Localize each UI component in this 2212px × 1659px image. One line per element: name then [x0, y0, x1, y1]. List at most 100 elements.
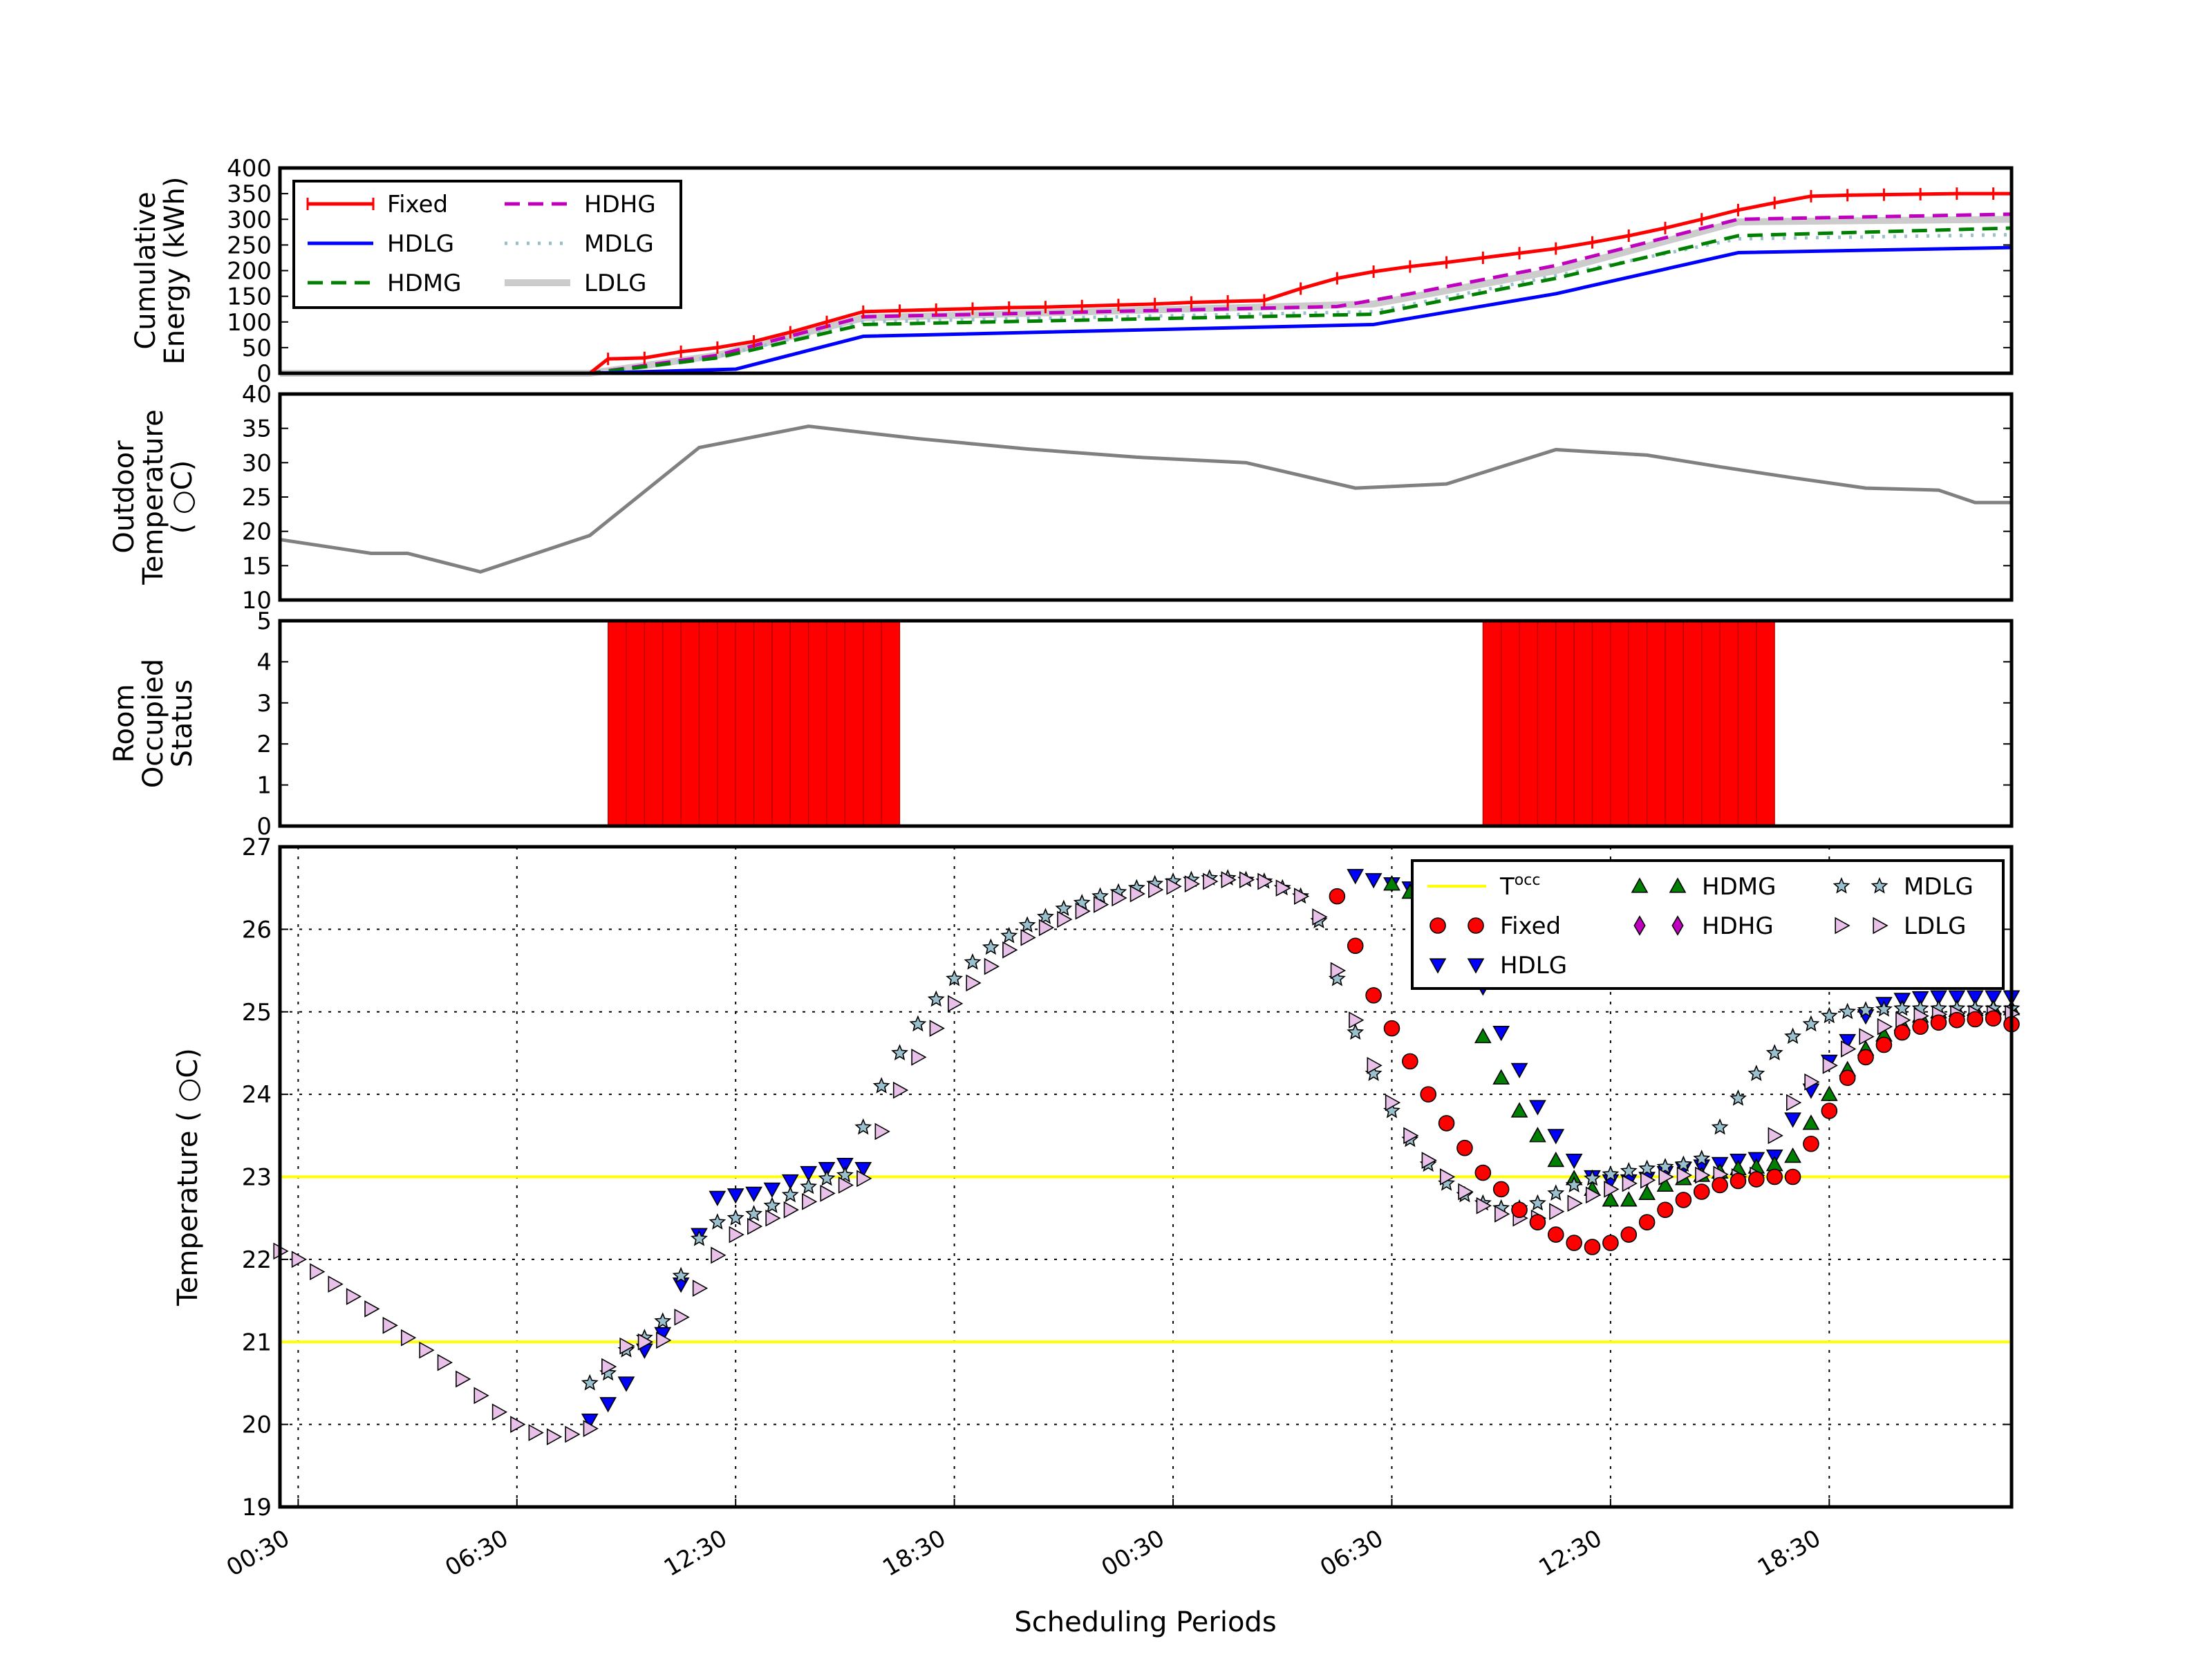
indoor-point-ldlg	[1148, 881, 1164, 899]
indoor-point-ldlg	[1785, 1094, 1802, 1112]
y-tick-label: 200	[227, 258, 272, 285]
indoor-point-mdlg	[581, 1374, 599, 1391]
indoor-point-fixed	[1930, 1014, 1947, 1031]
legend-marker	[1429, 958, 1447, 974]
indoor-point-ldlg	[1294, 888, 1310, 905]
indoor-point-hdlg	[1966, 990, 1984, 1006]
indoor-point-ldlg	[1257, 872, 1273, 890]
indoor-point-ldlg	[528, 1424, 544, 1441]
indoor-point-ldlg	[747, 1217, 763, 1235]
indoor-point-mdlg	[1547, 1184, 1565, 1201]
indoor-point-hdmg	[1802, 1114, 1820, 1130]
indoor-point-hdlg	[1948, 990, 1966, 1006]
indoor-point-ldlg	[692, 1280, 709, 1297]
occupied-bar	[1591, 620, 1611, 827]
indoor-point-mdlg	[1000, 926, 1018, 944]
indoor-point-mdlg	[982, 938, 1000, 955]
indoor-point-ldlg	[1184, 875, 1201, 893]
occupied-bar	[808, 620, 827, 827]
indoor-point-hdlg	[1784, 1112, 1801, 1128]
legend-marker	[1871, 877, 1888, 894]
y-axis-label: Energy (kWh)	[159, 176, 191, 364]
occupied-bar	[1701, 620, 1721, 827]
indoor-point-hdlg	[1985, 990, 2002, 1006]
occupied-bar	[1665, 620, 1684, 827]
y-tick-label: 1	[256, 772, 272, 800]
indoor-point-fixed	[1347, 937, 1364, 955]
indoor-point-ldlg	[802, 1192, 818, 1210]
legend-marker	[1833, 877, 1850, 894]
indoor-point-mdlg	[1693, 1150, 1711, 1166]
legend-label-fixed: Fixed	[387, 191, 448, 218]
indoor-point-fixed	[1584, 1239, 1601, 1255]
y-tick-label: 100	[227, 309, 272, 337]
occupied-bar	[1519, 620, 1539, 827]
legend-label-fixed: Fixed	[1500, 912, 1561, 940]
y-tick-label: 50	[242, 335, 272, 362]
indoor-point-ldlg	[1093, 896, 1109, 913]
indoor-point-ldlg	[1367, 1056, 1382, 1074]
indoor-point-fixed	[1529, 1214, 1546, 1230]
indoor-point-mdlg	[745, 1205, 763, 1221]
indoor-point-ldlg	[1622, 1174, 1638, 1192]
occupied-bar	[626, 620, 645, 827]
x-tick-label: 06:30	[1315, 1524, 1388, 1582]
y-tick-label: 19	[242, 1494, 272, 1521]
indoor-point-hdmg	[1765, 1155, 1783, 1172]
indoor-point-fixed	[1985, 1010, 2002, 1027]
y-tick-label: 150	[227, 283, 272, 311]
indoor-point-hdmg	[1510, 1102, 1528, 1118]
indoor-point-ldlg	[948, 995, 964, 1013]
indoor-point-ldlg	[400, 1329, 417, 1347]
indoor-point-ldlg	[1203, 872, 1219, 890]
indoor-point-fixed	[1766, 1168, 1783, 1185]
y-tick-label: 20	[242, 518, 272, 546]
y-axis-label: Occupied	[138, 659, 169, 788]
x-tick-label: 00:30	[222, 1524, 294, 1582]
indoor-point-ldlg	[1349, 1011, 1365, 1029]
legend-marker	[1835, 917, 1850, 935]
indoor-point-hdlg	[709, 1190, 727, 1206]
indoor-point-ldlg	[1403, 1127, 1419, 1145]
occupied-bar	[1719, 620, 1739, 827]
indoor-point-ldlg	[565, 1425, 581, 1443]
indoor-point-hdlg	[1839, 1033, 1857, 1050]
legend-label-mdlg: MDLG	[584, 230, 654, 258]
indoor-point-mdlg	[1565, 1176, 1583, 1193]
indoor-point-hdmg	[1529, 1127, 1546, 1143]
indoor-point-mdlg	[1839, 1002, 1857, 1020]
occupied-bar	[844, 620, 864, 827]
y-axis-label: Temperature	[138, 409, 169, 585]
indoor-point-hdmg	[1492, 1069, 1510, 1085]
indoor-point-ldlg	[546, 1428, 563, 1445]
legend-label-hdlg: HDLG	[387, 230, 454, 258]
indoor-point-fixed	[1784, 1168, 1801, 1185]
legend-label-superscript: occ	[1515, 872, 1541, 889]
indoor-point-hdmg	[1820, 1085, 1838, 1101]
occupied-bar	[1628, 620, 1648, 827]
indoor-point-fixed	[1365, 987, 1382, 1004]
indoor-point-ldlg	[1604, 1181, 1620, 1198]
x-tick-label: 06:30	[440, 1524, 513, 1582]
occupied-bar	[735, 620, 755, 827]
indoor-point-mdlg	[818, 1169, 836, 1186]
indoor-point-mdlg	[1656, 1158, 1674, 1174]
indoor-point-ldlg	[1421, 1152, 1437, 1169]
occupied-bar	[698, 620, 718, 827]
indoor-point-mdlg	[836, 1166, 854, 1183]
indoor-point-mdlg	[1674, 1155, 1692, 1172]
legend-marker	[1430, 917, 1446, 934]
indoor-point-mdlg	[709, 1213, 727, 1230]
indoor-point-ldlg	[1640, 1171, 1656, 1189]
indoor-point-ldlg	[892, 1081, 909, 1099]
legend-marker	[1873, 917, 1888, 935]
plot-frame	[278, 166, 2014, 375]
indoor-point-hdlg	[854, 1161, 872, 1178]
indoor-point-mdlg	[1584, 1169, 1601, 1186]
y-tick-label: 23	[242, 1164, 272, 1192]
legend-label-hdmg: HDMG	[1702, 873, 1776, 901]
indoor-point-hdlg	[1565, 1154, 1583, 1170]
indoor-point-ldlg	[1476, 1197, 1492, 1215]
indoor-point-fixed	[1456, 1139, 1473, 1156]
indoor-point-mdlg	[909, 1015, 927, 1032]
